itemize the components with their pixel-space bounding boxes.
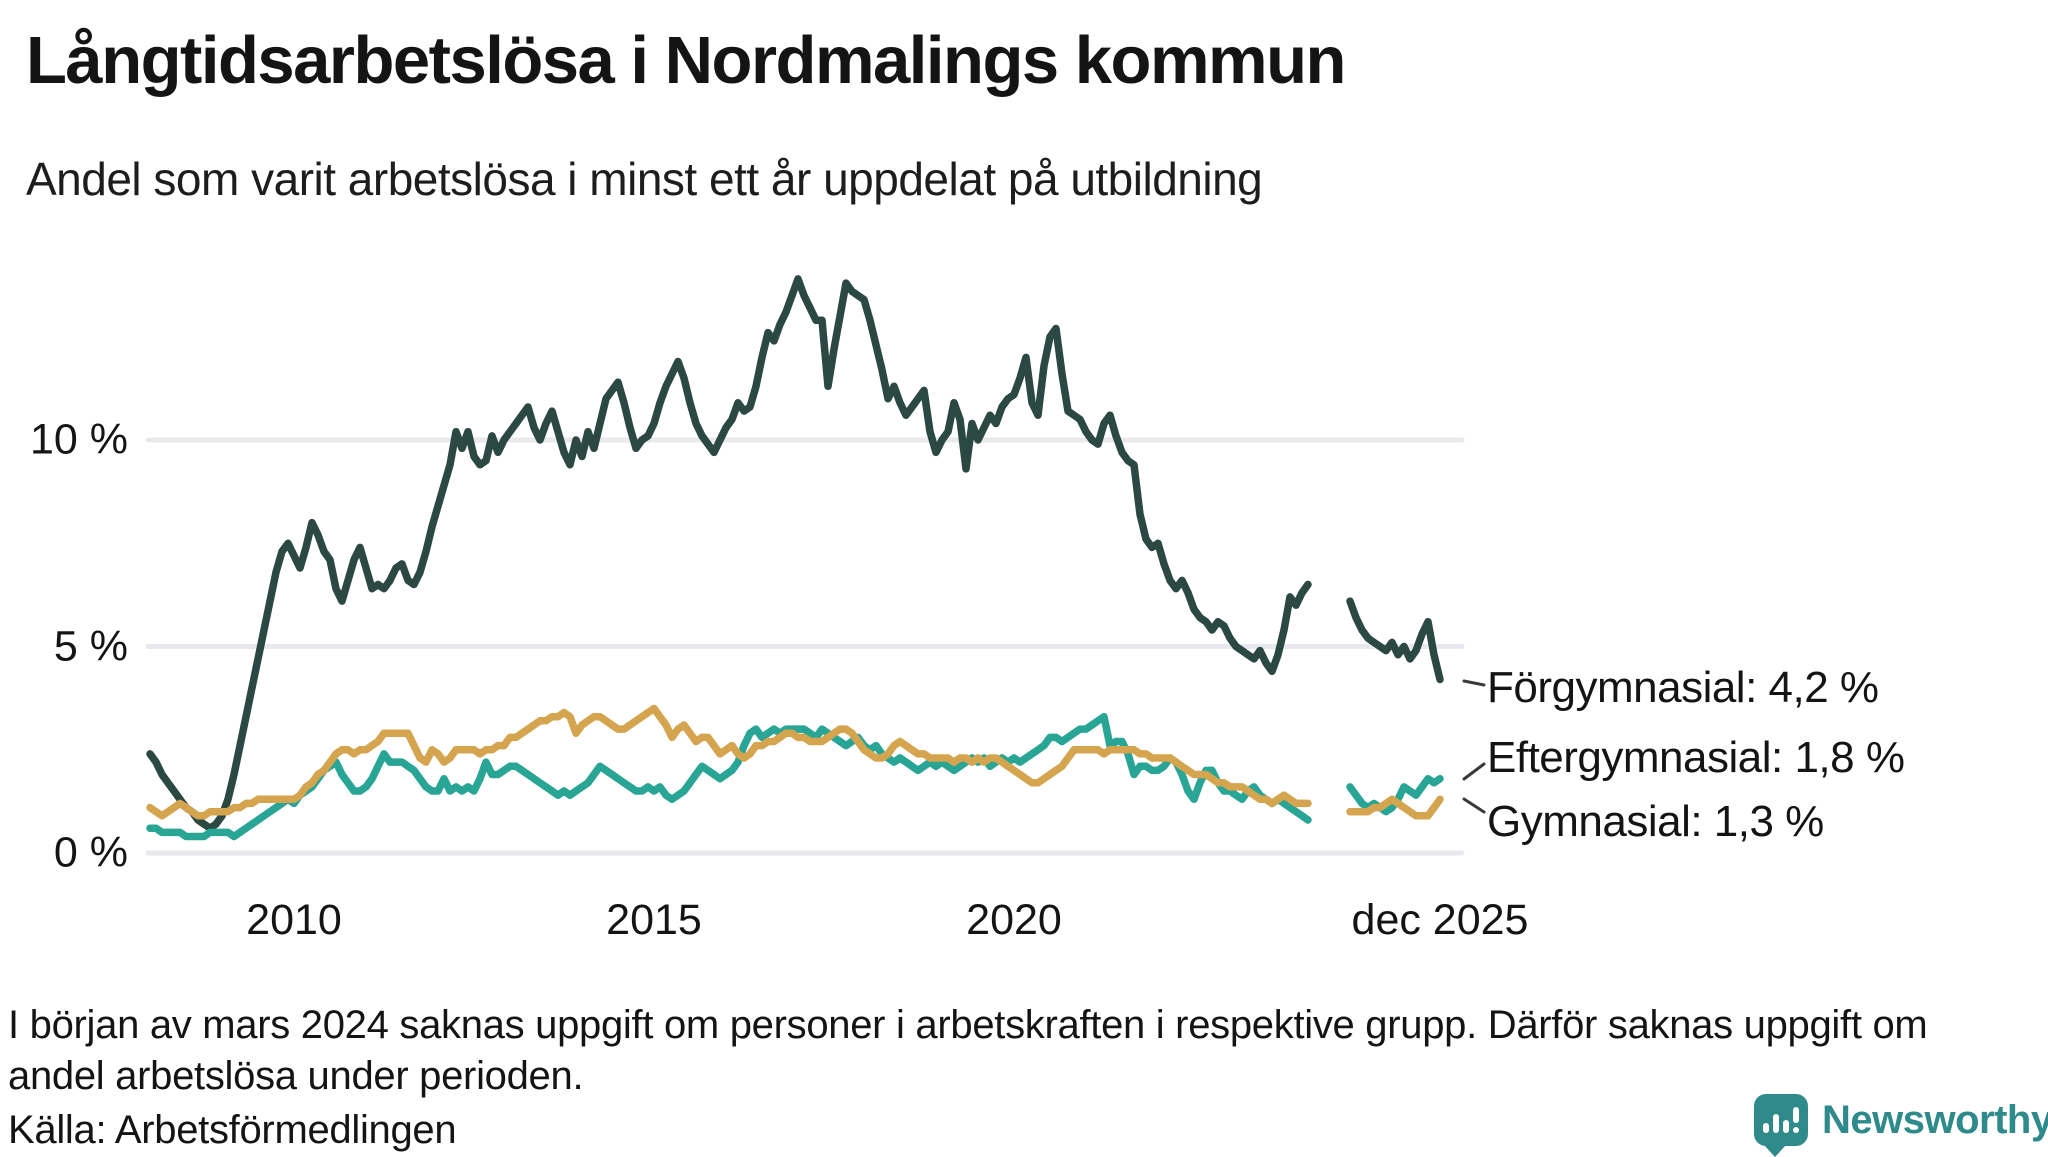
x-axis-tick-dec-2025: dec 2025	[1351, 896, 1529, 944]
newsworthy-wordmark: Newsworthy	[1822, 1097, 2048, 1142]
y-axis-tick-0: 0 %	[53, 828, 128, 877]
exclamation-icon	[1793, 1107, 1799, 1123]
y-axis-tick-10: 10 %	[29, 415, 128, 464]
series-line-förgymnasial	[146, 275, 1444, 832]
newsworthy-logo: Newsworthy	[1754, 1094, 2048, 1157]
annotation-eftergymnasial: Eftergymnasial: 1,8 %	[1487, 733, 1905, 782]
speech-bubble-tail	[1764, 1145, 1786, 1157]
y-axis-tick-5: 5 %	[53, 622, 128, 671]
x-axis-tick-2020: 2020	[966, 896, 1062, 944]
source-line: Källa: Arbetsförmedlingen	[8, 1108, 457, 1152]
bar-chart-icon	[1763, 1123, 1769, 1133]
chart-title: Långtidsarbetslösa i Nordmalings kommun	[26, 23, 1346, 98]
newsworthy-badge-icon	[1754, 1094, 1808, 1157]
footnote: I början av mars 2024 saknas uppgift om …	[8, 1003, 1928, 1098]
annotation-gymnasial: Gymnasial: 1,3 %	[1487, 797, 1824, 846]
x-axis-tick-2015: 2015	[606, 896, 702, 944]
chart-subtitle: Andel som varit arbetslösa i minst ett å…	[26, 153, 1263, 205]
annotation-forgymnasial: Förgymnasial: 4,2 %	[1487, 663, 1879, 712]
series-line-gymnasial	[146, 704, 1444, 820]
x-axis-tick-2010: 2010	[246, 896, 342, 944]
